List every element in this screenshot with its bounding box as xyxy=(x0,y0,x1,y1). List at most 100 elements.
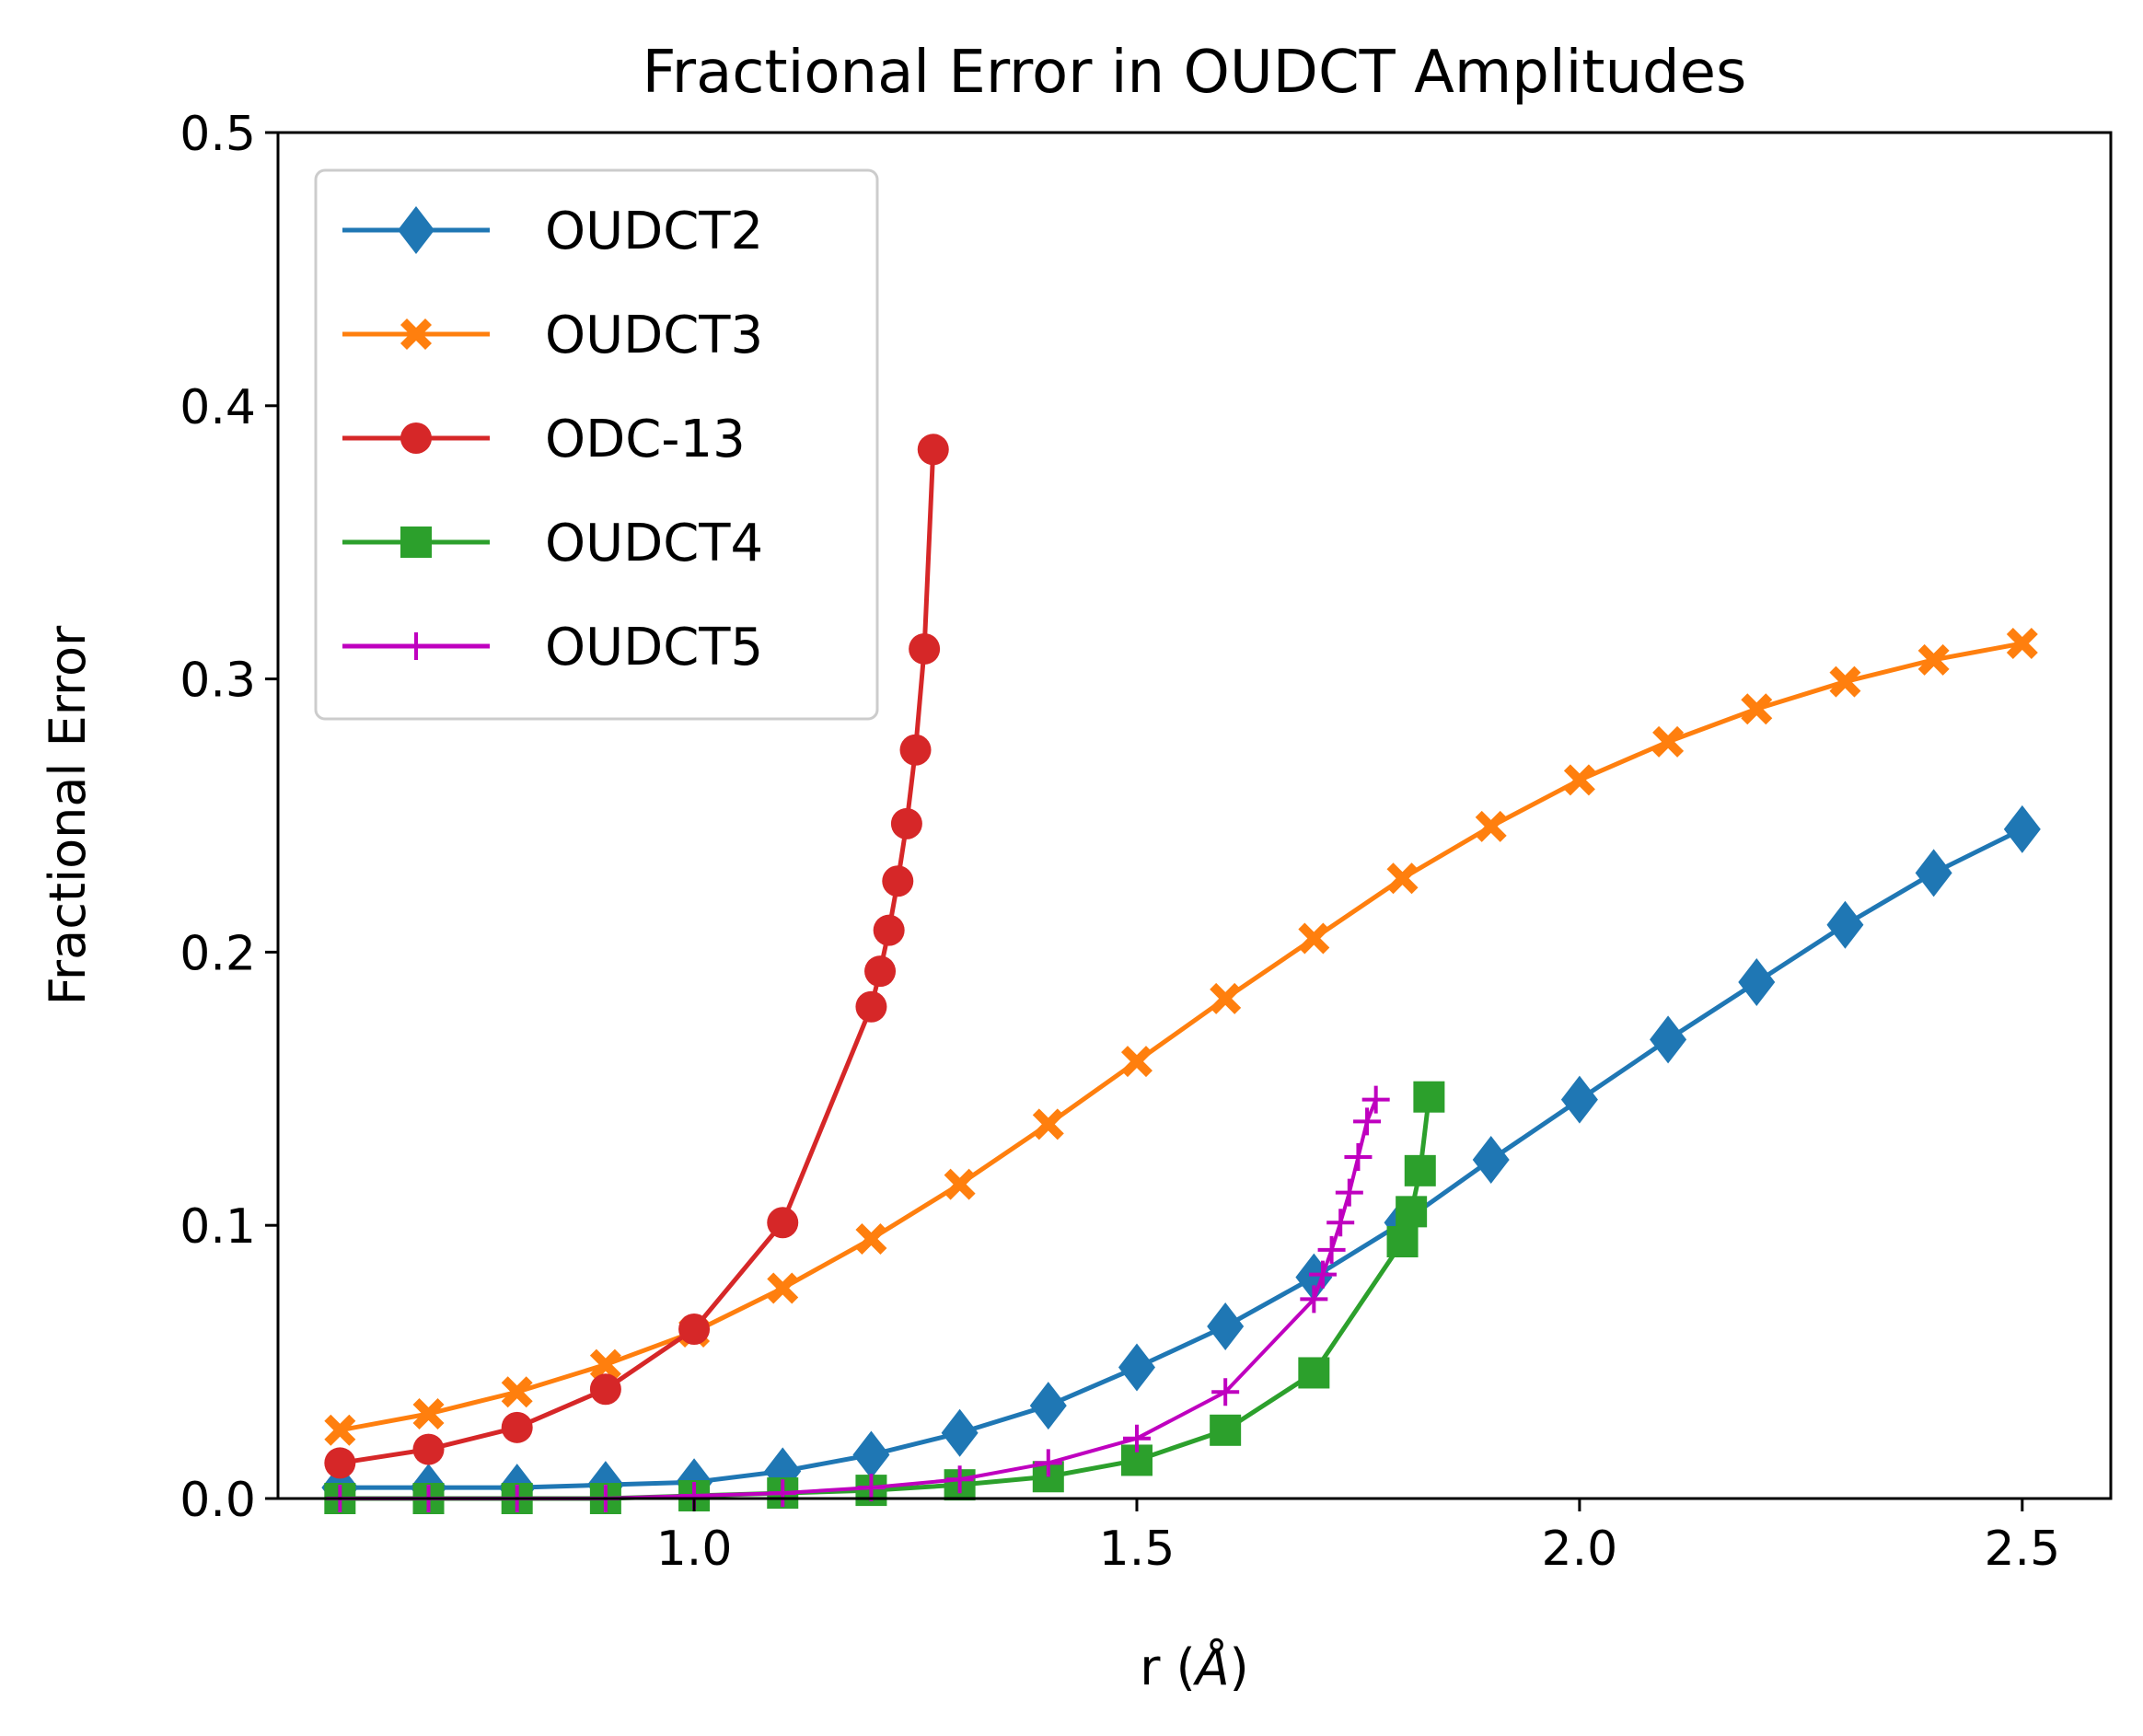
y-tick-label: 0.4 xyxy=(180,380,256,435)
data-point xyxy=(412,1397,445,1429)
x-axis-label-prefix: r ( xyxy=(1140,1638,1195,1696)
y-tick-label: 0.3 xyxy=(180,654,256,709)
legend-label: OUDCT5 xyxy=(545,618,763,677)
data-point xyxy=(1475,810,1507,842)
data-point xyxy=(1211,1378,1240,1406)
chart-title: Fractional Error in OUDCT Amplitudes xyxy=(643,39,1747,107)
data-point xyxy=(412,1433,445,1465)
data-point xyxy=(1741,693,1773,725)
legend-label: OUDCT2 xyxy=(545,202,763,261)
data-point xyxy=(1826,900,1864,949)
legend-item-oudct4: OUDCT4 xyxy=(342,514,763,573)
data-point xyxy=(1353,1107,1382,1136)
data-point xyxy=(1308,1260,1337,1289)
data-point xyxy=(1650,1015,1687,1064)
legend-item-oudct5: OUDCT5 xyxy=(342,618,763,677)
legend-item-odc-13: ODC-13 xyxy=(342,410,746,469)
legend-marker xyxy=(402,632,430,660)
legend-marker xyxy=(400,318,432,350)
data-point xyxy=(1120,1046,1153,1078)
data-point xyxy=(1738,958,1776,1007)
data-point xyxy=(1317,1235,1346,1264)
y-tick-label: 0.5 xyxy=(180,107,256,162)
data-point xyxy=(1207,1302,1245,1351)
data-point xyxy=(589,1373,621,1406)
data-point xyxy=(899,734,932,766)
data-point xyxy=(2006,628,2038,660)
data-point xyxy=(1326,1209,1355,1237)
data-point xyxy=(501,1376,533,1408)
data-point xyxy=(1386,862,1419,895)
axes: 1.0 1.5 2.0 2.5 0.0 0.1 0.2 0.3 0.4 0.5 xyxy=(180,107,2113,1577)
x-tick-label: 1.0 xyxy=(656,1522,733,1577)
x-axis-label-unit: Å xyxy=(1193,1638,1230,1696)
data-point xyxy=(1361,1085,1390,1114)
data-point xyxy=(767,1207,799,1239)
series-line xyxy=(339,641,2023,1433)
legend-label: OUDCT3 xyxy=(545,306,763,365)
legend-marker xyxy=(400,527,432,558)
data-point xyxy=(324,1414,356,1446)
plot-frame xyxy=(276,131,2113,1500)
data-point xyxy=(1396,1196,1428,1228)
x-tick-label: 1.5 xyxy=(1099,1522,1176,1577)
data-point xyxy=(1118,1343,1155,1392)
data-point xyxy=(1210,1414,1242,1446)
data-point xyxy=(857,1474,886,1502)
data-point xyxy=(945,1465,974,1494)
plot-marks xyxy=(321,434,2041,1514)
data-point xyxy=(855,990,887,1023)
data-point xyxy=(1122,1424,1151,1452)
data-point xyxy=(1298,1357,1330,1389)
data-point xyxy=(917,434,949,466)
data-point xyxy=(1560,1075,1598,1124)
data-point xyxy=(2003,804,2041,853)
data-point xyxy=(1335,1178,1363,1207)
data-point xyxy=(1472,1135,1510,1184)
data-point xyxy=(1413,1081,1445,1113)
y-axis-label: Fractional Error xyxy=(39,625,97,1005)
legend-marker xyxy=(398,206,434,254)
series-odc-13 xyxy=(324,434,949,1479)
data-point xyxy=(873,914,905,946)
data-point xyxy=(1298,922,1330,955)
legend-item-oudct2: OUDCT2 xyxy=(342,202,763,261)
data-point xyxy=(767,1272,799,1304)
x-tick-label: 2.5 xyxy=(1984,1522,2060,1577)
legend-label: OUDCT4 xyxy=(545,514,763,573)
data-point xyxy=(855,1223,887,1256)
data-point xyxy=(769,1479,797,1508)
data-point xyxy=(1029,1382,1067,1430)
data-point xyxy=(890,807,922,839)
data-point xyxy=(1386,1226,1419,1258)
data-point xyxy=(1652,725,1685,758)
data-point xyxy=(1563,764,1595,796)
legend-box xyxy=(314,168,879,721)
data-point xyxy=(1915,849,1952,897)
data-point xyxy=(864,955,897,988)
data-point xyxy=(1210,982,1242,1014)
y-tick-label: 0.2 xyxy=(180,926,256,981)
data-point xyxy=(1404,1154,1436,1186)
legend-item-oudct3: OUDCT3 xyxy=(342,306,763,365)
data-point xyxy=(1917,643,1950,676)
data-point xyxy=(1829,665,1861,698)
data-point xyxy=(1344,1143,1373,1171)
legend: OUDCT2 OUDCT3 ODC-13 OUDCT4 OUDCT5 xyxy=(314,168,879,721)
x-axis-label: r (Å) xyxy=(1140,1638,1248,1696)
data-point xyxy=(678,1313,711,1345)
data-point xyxy=(941,1408,979,1457)
legend-label: ODC-13 xyxy=(545,410,746,469)
data-point xyxy=(909,632,941,665)
x-tick-label: 2.0 xyxy=(1542,1522,1618,1577)
data-point xyxy=(882,865,914,897)
data-point xyxy=(852,1430,890,1479)
data-point xyxy=(1034,1449,1062,1477)
data-point xyxy=(589,1348,621,1381)
y-tick-label: 0.1 xyxy=(180,1199,256,1255)
data-point xyxy=(501,1411,533,1443)
y-tick-label: 0.0 xyxy=(180,1473,256,1528)
data-point xyxy=(944,1168,976,1200)
data-point xyxy=(1300,1285,1328,1314)
